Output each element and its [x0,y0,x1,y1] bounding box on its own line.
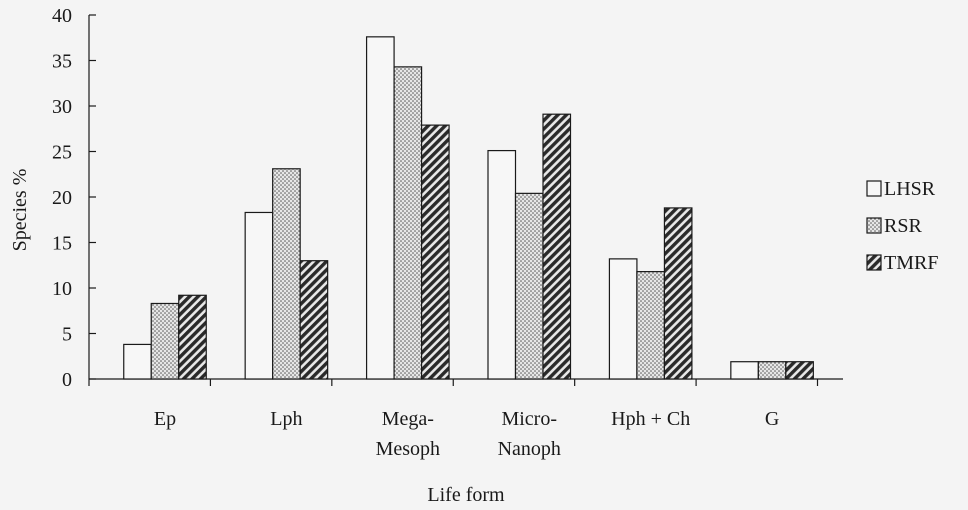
bar-tmrf [178,294,207,380]
x-category-label: Mega-Mesoph [376,408,440,460]
x-category-label: Hph + Ch [611,408,690,430]
y-tick-label: 25 [52,142,72,164]
y-axis: 0 5 10 15 20 25 30 35 40 [52,5,96,391]
bar-lhsr [730,361,759,380]
bar-lhsr [365,36,395,380]
bar-rsr [757,361,787,380]
legend-label: LHSR [884,178,936,200]
bar-tmrf [663,207,693,380]
x-category-label: Micro-Nanoph [498,408,561,460]
x-category-label: Lph [270,408,302,430]
y-tick-label: 40 [52,5,72,27]
legend-swatch-tmrf [866,254,882,271]
bar-rsr [393,66,423,380]
y-axis-title: Species % [9,169,31,252]
y-tick-label: 15 [52,233,72,255]
legend-label: RSR [884,215,922,237]
y-tick-label: 5 [62,324,72,346]
x-category-label: Ep [154,408,176,430]
bars [123,36,814,380]
bar-rsr [514,192,544,380]
bar-tmrf [299,260,329,380]
bar-rsr [636,271,666,380]
bar-rsr [272,168,301,380]
bar-tmrf [420,124,450,380]
bar-tmrf [785,361,814,380]
x-category-label: G [765,408,779,430]
legend-swatch-lhsr [866,180,882,197]
x-axis-title: Life form [427,484,505,506]
bar-tmrf [542,113,572,380]
bar-lhsr [123,343,152,380]
bar-lhsr [487,149,517,380]
legend-label: TMRF [884,252,938,274]
y-tick-label: 30 [52,96,72,118]
bar-lhsr [244,211,274,380]
y-tick-label: 35 [52,51,72,73]
legend-swatch-rsr [866,217,882,234]
y-tick-label: 10 [52,278,72,300]
bar-lhsr [608,258,638,380]
y-tick-label: 0 [62,369,72,391]
legend: LHSR RSR TMRF [866,178,938,274]
bar-rsr [150,302,180,380]
y-tick-label: 20 [52,187,72,209]
x-axis: Ep Lph Mega-Mesoph Micro-Nanoph Hph + Ch G [88,378,843,460]
